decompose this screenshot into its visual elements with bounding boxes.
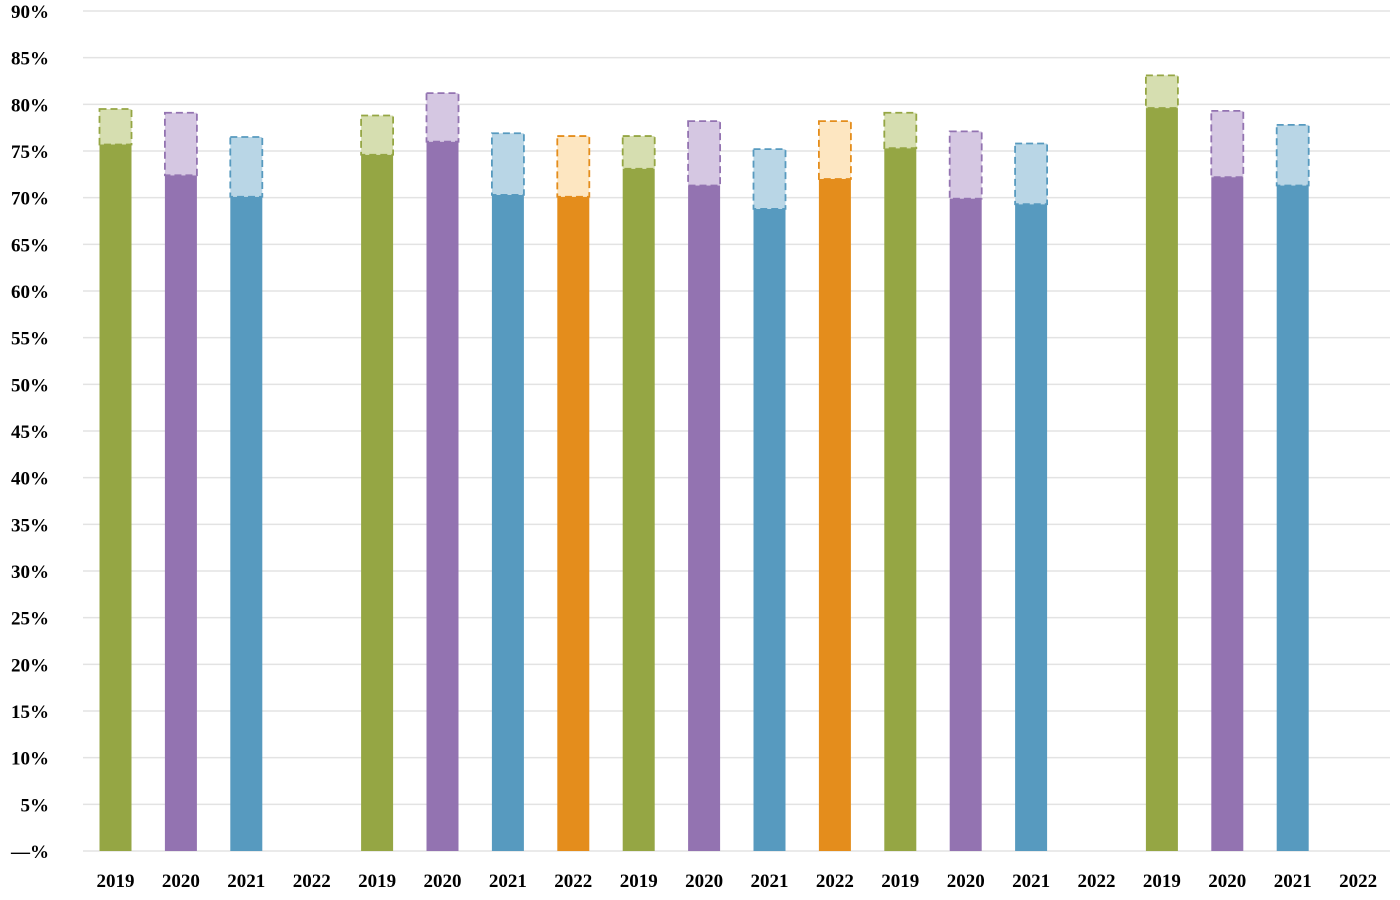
bar-base-2019 bbox=[884, 148, 917, 851]
y-tick-label: 60% bbox=[11, 282, 49, 303]
x-category-label: 2021 bbox=[1274, 871, 1312, 892]
bar-base-2021 bbox=[753, 208, 786, 851]
x-category-label: 2020 bbox=[424, 871, 462, 892]
bar-extension-2022 bbox=[556, 135, 591, 198]
bar-extension-2021 bbox=[752, 148, 787, 210]
bar-base-2021 bbox=[1276, 185, 1309, 852]
bar-extension-2020 bbox=[948, 130, 983, 200]
bar-base-2019 bbox=[622, 168, 655, 851]
y-axis-tick-labels: —% 5% 10% 15% 20% 25% 30% 35% 40% 45% 50% 55% 60% 65%… bbox=[10, 2, 49, 863]
y-tick-label: 10% bbox=[11, 749, 49, 770]
x-category-label: 2019 bbox=[358, 871, 396, 892]
y-tick-label: 15% bbox=[11, 702, 49, 723]
gridlines bbox=[83, 10, 1390, 852]
bar-base-2021 bbox=[1015, 204, 1048, 851]
bar-base-2020 bbox=[1211, 177, 1244, 852]
bar-base-2019 bbox=[1145, 108, 1178, 852]
x-category-label: 2022 bbox=[1078, 871, 1116, 892]
bar-extension-2019 bbox=[98, 108, 133, 146]
y-tick-label: 75% bbox=[11, 142, 49, 163]
bar-base-2021 bbox=[230, 196, 263, 851]
x-category-label: 2020 bbox=[1208, 871, 1246, 892]
bar-base-2019 bbox=[99, 144, 132, 851]
y-tick-label: 65% bbox=[11, 235, 49, 256]
bar-extension-2020 bbox=[1210, 109, 1245, 179]
bar-base-2020 bbox=[688, 185, 721, 852]
bar-extension-2019 bbox=[360, 114, 395, 156]
y-tick-label: 5% bbox=[21, 795, 50, 816]
bar-extension-2022 bbox=[818, 120, 852, 180]
bar-extension-2019 bbox=[883, 111, 918, 150]
x-category-label: 2019 bbox=[1143, 871, 1181, 892]
bars bbox=[98, 74, 1310, 852]
y-tick-label: 70% bbox=[11, 189, 49, 210]
x-category-label: 2021 bbox=[1012, 871, 1050, 892]
bar-base-2020 bbox=[426, 141, 459, 851]
y-tick-label: 90% bbox=[11, 2, 49, 23]
x-category-label: 2022 bbox=[293, 871, 331, 892]
y-tick-label: 80% bbox=[11, 95, 49, 116]
bar-base-2021 bbox=[491, 194, 524, 851]
x-category-label: 2020 bbox=[947, 871, 985, 892]
y-tick-label: 45% bbox=[11, 422, 49, 443]
x-category-label: 2020 bbox=[685, 871, 723, 892]
x-category-label: 2021 bbox=[227, 871, 265, 892]
x-category-label: 2021 bbox=[489, 871, 527, 892]
x-category-label: 2022 bbox=[816, 871, 854, 892]
bar-base-2022 bbox=[818, 179, 851, 851]
y-tick-label: 40% bbox=[11, 469, 49, 490]
y-tick-label: 35% bbox=[11, 515, 49, 536]
bar-extension-2021 bbox=[1275, 123, 1310, 187]
bar-base-2020 bbox=[949, 198, 982, 852]
x-category-label: 2022 bbox=[1339, 871, 1377, 892]
x-category-label: 2019 bbox=[97, 871, 135, 892]
bar-extension-2019 bbox=[621, 135, 656, 170]
y-tick-label: 55% bbox=[11, 329, 49, 350]
bar-base-2022 bbox=[557, 196, 590, 851]
x-category-label: 2019 bbox=[881, 871, 919, 892]
y-tick-label: 25% bbox=[11, 609, 49, 630]
y-tick-label: 85% bbox=[11, 49, 49, 70]
bar-extension-2021 bbox=[229, 136, 264, 198]
x-category-label: 2021 bbox=[751, 871, 789, 892]
bar-base-2020 bbox=[164, 175, 197, 851]
x-category-label: 2019 bbox=[620, 871, 658, 892]
bar-extension-2020 bbox=[163, 111, 198, 177]
y-tick-label: 30% bbox=[11, 562, 49, 583]
y-tick-label: 50% bbox=[11, 375, 49, 396]
x-axis-category-labels: 2019 2020 2021 2022 2019 2020 2021 2022 2019 2020… bbox=[97, 871, 1378, 892]
bar-base-2019 bbox=[361, 154, 394, 851]
x-category-label: 2020 bbox=[162, 871, 200, 892]
y-tick-label: —% bbox=[10, 842, 49, 863]
bar-extension-2021 bbox=[490, 132, 525, 196]
bar-extension-2021 bbox=[1014, 142, 1048, 206]
y-tick-label: 20% bbox=[11, 655, 49, 676]
bar-extension-2020 bbox=[425, 92, 460, 143]
x-category-label: 2022 bbox=[554, 871, 592, 892]
bar-extension-2019 bbox=[1145, 74, 1179, 109]
bar-extension-2020 bbox=[687, 120, 721, 187]
